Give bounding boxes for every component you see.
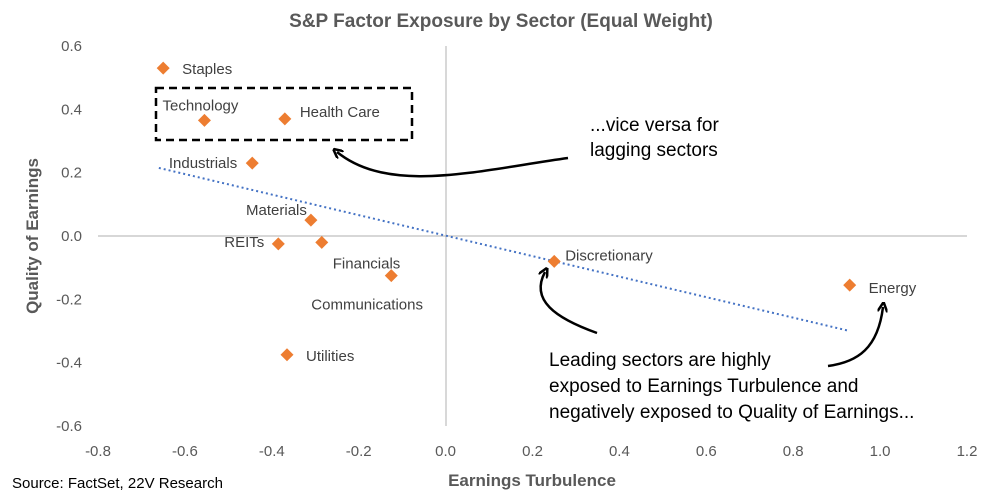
point-financials (315, 235, 329, 249)
x-tick-label: 1.0 (870, 443, 891, 460)
x-tick-label: -0.2 (346, 443, 372, 460)
point-labels: Staples Technology Health Care Industrials M… (163, 61, 917, 365)
point-utilities (280, 348, 294, 362)
point-communications (384, 269, 398, 283)
point-staples (156, 61, 170, 75)
x-tick-label: 0.4 (609, 443, 630, 460)
y-tick-labels: -0.6 -0.4 -0.2 0.0 0.2 0.4 0.6 (56, 38, 82, 435)
x-tick-label: -0.6 (172, 443, 198, 460)
label-health-care: Health Care (300, 104, 380, 121)
label-technology: Technology (163, 97, 239, 114)
x-tick-labels: -0.8 -0.6 -0.4 -0.2 0.0 0.2 0.4 0.6 0.8 1.0 1.2 (85, 443, 977, 460)
x-tick-label: 0.2 (522, 443, 543, 460)
y-tick-label: -0.4 (56, 355, 82, 372)
source-note: Source: FactSet, 22V Research (12, 475, 223, 492)
point-energy (843, 278, 857, 292)
point-materials (304, 213, 318, 227)
annotation-leading-line1: Leading sectors are highly (549, 350, 771, 371)
point-discretionary (547, 254, 561, 268)
y-tick-label: 0.6 (61, 38, 82, 55)
point-industrials (245, 156, 259, 170)
arrow-energy (827, 307, 883, 368)
x-axis-title: Earnings Turbulence (448, 471, 616, 490)
point-reits (271, 237, 285, 251)
x-tick-label: 0.6 (696, 443, 717, 460)
y-tick-label: 0.4 (61, 101, 82, 118)
chart-title: S&P Factor Exposure by Sector (Equal Wei… (289, 11, 713, 32)
label-industrials: Industrials (169, 155, 237, 172)
label-communications: Communications (311, 297, 423, 314)
annotation-leading-line3: negatively exposed to Quality of Earning… (549, 402, 914, 423)
label-energy: Energy (869, 280, 917, 297)
x-tick-label: 0.0 (435, 443, 456, 460)
label-financials: Financials (333, 255, 401, 272)
trendline (158, 166, 850, 332)
annotation-vice-versa-line1: ...vice versa for (590, 115, 719, 136)
point-technology (197, 113, 211, 127)
x-tick-label: 0.8 (783, 443, 804, 460)
label-materials: Materials (246, 202, 307, 219)
annotation-leading-line2: exposed to Earnings Turbulence and (549, 376, 859, 397)
annotation-vice-versa-line2: lagging sectors (590, 140, 718, 161)
label-reits: REITs (224, 234, 264, 251)
highlight-box (154, 86, 414, 142)
arrow-lagging (337, 152, 569, 178)
x-tick-label: -0.4 (259, 443, 285, 460)
y-tick-label: -0.2 (56, 291, 82, 308)
label-staples: Staples (182, 61, 232, 78)
point-health-care (278, 112, 292, 126)
data-points (156, 61, 857, 362)
y-axis-title: Quality of Earnings (23, 158, 42, 314)
label-utilities: Utilities (306, 348, 354, 365)
x-tick-label: 1.2 (957, 443, 978, 460)
label-discretionary: Discretionary (565, 247, 653, 264)
y-tick-label: -0.6 (56, 418, 82, 435)
y-tick-label: 0.2 (61, 165, 82, 182)
y-tick-label: 0.0 (61, 228, 82, 245)
x-tick-label: -0.8 (85, 443, 111, 460)
arrow-discretionary (541, 272, 598, 335)
